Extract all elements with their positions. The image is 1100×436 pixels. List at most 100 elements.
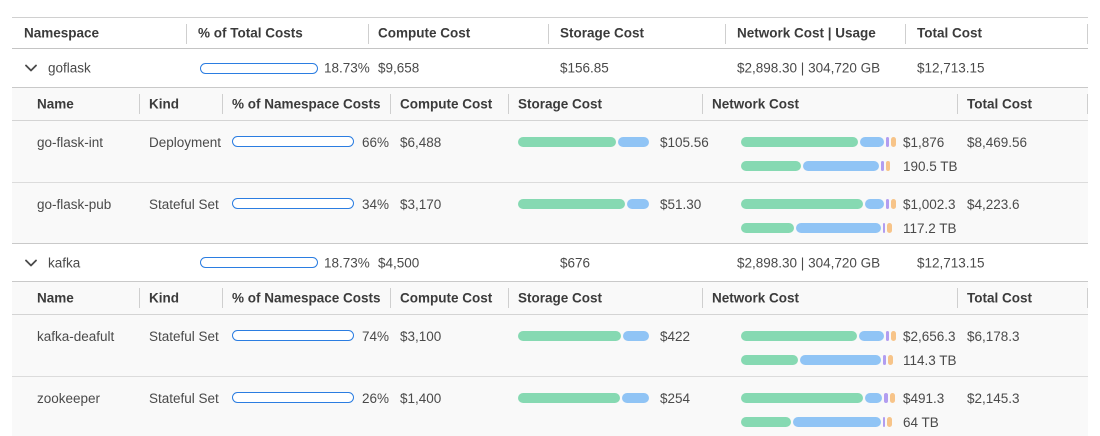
col-storage-cost: Storage Cost (518, 96, 603, 112)
pct-total-costs-bar (200, 257, 318, 268)
network-usage-value: 190.5 TB (903, 159, 958, 174)
workload-kind: Deployment (149, 135, 222, 150)
workload-name: zookeeper (37, 391, 101, 406)
compute-cost-value: $9,658 (378, 60, 420, 76)
col-name: Name (37, 290, 74, 306)
total-cost-value: $12,713.15 (917, 255, 985, 270)
total-cost-value: $2,145.3 (967, 391, 1020, 406)
namespace-row-goflask[interactable]: goflask 18.73% $9,658 $156.85 $2,898.30 … (12, 49, 1088, 87)
pct-namespace-costs-value: 26% (362, 391, 390, 406)
network-cost-bar (741, 331, 896, 341)
pct-namespace-costs-bar (232, 136, 354, 147)
pct-total-costs-value: 18.73% (324, 255, 370, 270)
network-usage-bar (741, 355, 896, 365)
col-compute-cost: Compute Cost (400, 96, 493, 112)
storage-cost-bar (518, 393, 652, 403)
column-divider (390, 94, 391, 114)
storage-cost-value: $422 (660, 329, 691, 344)
column-divider (957, 288, 958, 308)
col-pct-namespace-costs: % of Namespace Costs (232, 290, 381, 306)
pct-namespace-costs-value: 74% (362, 329, 390, 344)
col-kind: Kind (149, 290, 179, 306)
total-cost-value: $12,713.15 (917, 60, 985, 76)
col-storage-cost: Storage Cost (560, 25, 645, 41)
network-cost-usage-value: $2,898.30 | 304,720 GB (737, 255, 881, 270)
storage-cost-value: $254 (660, 391, 691, 406)
network-cost-bar (741, 137, 896, 147)
compute-cost-value: $3,100 (400, 329, 442, 344)
compute-cost-value: $6,488 (400, 135, 442, 150)
network-usage-bar (741, 417, 896, 427)
column-divider (905, 24, 906, 44)
total-cost-value: $4,223.6 (967, 197, 1020, 212)
col-pct-namespace-costs: % of Namespace Costs (232, 96, 381, 112)
storage-cost-value: $156.85 (560, 60, 609, 76)
chevron-down-icon[interactable] (24, 256, 38, 270)
pct-namespace-costs-value: 66% (362, 135, 390, 150)
network-cost-value: $2,656.3 (903, 329, 956, 344)
column-divider (186, 24, 187, 44)
pct-total-costs-value: 18.73% (324, 60, 370, 76)
outer-table-header: Namespace % of Total Costs Compute Cost … (12, 17, 1088, 49)
column-divider (508, 94, 509, 114)
col-storage-cost: Storage Cost (518, 290, 603, 306)
storage-cost-bar (518, 137, 652, 147)
column-divider (702, 94, 703, 114)
network-usage-bar (741, 161, 896, 171)
col-network-cost: Network Cost (712, 96, 800, 112)
column-divider (548, 24, 549, 44)
pct-namespace-costs-value: 34% (362, 197, 390, 212)
chevron-down-icon[interactable] (24, 61, 38, 75)
column-divider (222, 94, 223, 114)
compute-cost-value: $1,400 (400, 391, 442, 406)
col-pct-total-costs: % of Total Costs (198, 25, 303, 41)
col-namespace: Namespace (24, 25, 100, 41)
pct-namespace-costs-bar (232, 330, 354, 341)
workload-name: go-flask-int (37, 135, 104, 150)
workload-kind: Stateful Set (149, 329, 219, 344)
column-divider (508, 288, 509, 308)
column-divider (1087, 94, 1088, 114)
column-divider (702, 288, 703, 308)
workload-row-kafka-deafult[interactable]: kafka-deafult Stateful Set 74% $3,100 $4… (12, 315, 1088, 376)
col-total-cost: Total Cost (917, 25, 982, 41)
cost-table: Namespace % of Total Costs Compute Cost … (12, 17, 1088, 436)
network-usage-value: 114.3 TB (903, 353, 957, 368)
workload-row-go-flask-int[interactable]: go-flask-int Deployment 66% $6,488 $105.… (12, 121, 1088, 182)
column-divider (1087, 288, 1088, 308)
workload-row-go-flask-pub[interactable]: go-flask-pub Stateful Set 34% $3,170 $51… (12, 182, 1088, 243)
column-divider (139, 288, 140, 308)
workload-row-zookeeper[interactable]: zookeeper Stateful Set 26% $1,400 $254 $… (12, 376, 1088, 436)
workload-name: kafka-deafult (37, 329, 115, 344)
pct-namespace-costs-bar (232, 392, 354, 403)
workloads-table-goflask: Name Kind % of Namespace Costs Compute C… (12, 87, 1088, 244)
column-divider (139, 94, 140, 114)
workloads-header: Name Kind % of Namespace Costs Compute C… (12, 282, 1088, 315)
col-total-cost: Total Cost (967, 96, 1032, 112)
network-cost-value: $491.3 (903, 391, 945, 406)
column-divider (957, 94, 958, 114)
network-cost-value: $1,002.3 (903, 197, 956, 212)
column-divider (222, 288, 223, 308)
column-divider (725, 24, 726, 44)
col-compute-cost: Compute Cost (400, 290, 493, 306)
network-cost-bar (741, 199, 896, 209)
compute-cost-value: $3,170 (400, 197, 442, 212)
workload-kind: Stateful Set (149, 197, 219, 212)
network-usage-value: 64 TB (903, 415, 939, 430)
network-cost-usage-value: $2,898.30 | 304,720 GB (737, 60, 881, 76)
namespace-name: kafka (48, 255, 81, 270)
column-divider (1087, 24, 1088, 44)
workload-name: go-flask-pub (37, 197, 112, 212)
col-network-cost-usage: Network Cost | Usage (737, 25, 876, 41)
col-total-cost: Total Cost (967, 290, 1032, 306)
namespace-name: goflask (48, 60, 91, 76)
storage-cost-value: $51.30 (660, 197, 702, 212)
col-network-cost: Network Cost (712, 290, 800, 306)
workload-kind: Stateful Set (149, 391, 219, 406)
total-cost-value: $8,469.56 (967, 135, 1028, 150)
column-divider (390, 288, 391, 308)
pct-total-costs-bar (200, 63, 318, 74)
storage-cost-bar (518, 331, 652, 341)
namespace-row-kafka[interactable]: kafka 18.73% $4,500 $676 $2,898.30 | 304… (12, 244, 1088, 281)
